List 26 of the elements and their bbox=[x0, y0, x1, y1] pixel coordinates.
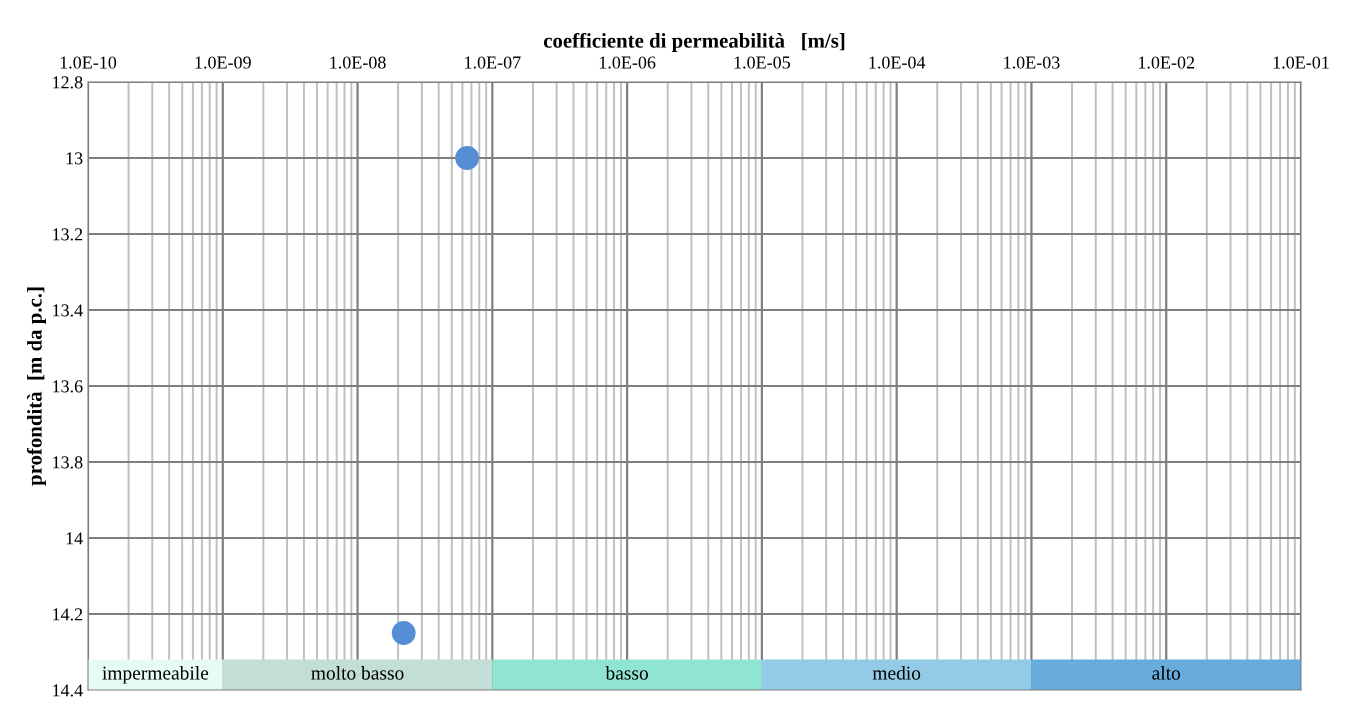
x-tick-label: 1.0E-01 bbox=[1273, 56, 1329, 69]
x-axis-title: coefficiente di permeabilità [m/s] bbox=[543, 32, 845, 53]
x-tick-label: 1.0E-03 bbox=[1004, 56, 1060, 69]
x-tick-label: 1.0E-07 bbox=[465, 56, 521, 69]
y-tick-label: 13.8 bbox=[53, 456, 83, 469]
y-axis-title: profondità [m da p.c.] bbox=[26, 287, 46, 486]
x-tick-label: 1.0E-09 bbox=[195, 56, 251, 69]
y-tick-label: 12.8 bbox=[53, 76, 83, 89]
x-tick-label: 1.0E-10 bbox=[60, 56, 117, 69]
y-tick-label: 13.2 bbox=[53, 228, 83, 241]
band-label: medio bbox=[872, 665, 921, 680]
y-tick-label: 13 bbox=[66, 152, 83, 165]
x-tick-label: 1.0E-04 bbox=[869, 56, 926, 69]
y-tick-label: 14.2 bbox=[53, 608, 83, 621]
x-tick-label: 1.0E-08 bbox=[330, 56, 386, 69]
x-tick-label: 1.0E-06 bbox=[599, 56, 656, 69]
band-label: impermeabile bbox=[102, 665, 209, 684]
y-tick-label: 13.6 bbox=[53, 380, 83, 393]
band-label: basso bbox=[605, 665, 648, 680]
x-tick-label: 1.0E-02 bbox=[1138, 56, 1195, 69]
y-tick-label: 14.4 bbox=[53, 684, 83, 697]
x-tick-label: 1.0E-05 bbox=[734, 56, 791, 69]
band-label: molto basso bbox=[311, 665, 404, 680]
y-tick-label: 13.4 bbox=[53, 304, 83, 317]
band-label: alto bbox=[1152, 665, 1181, 680]
y-tick-label: 14 bbox=[66, 532, 83, 545]
